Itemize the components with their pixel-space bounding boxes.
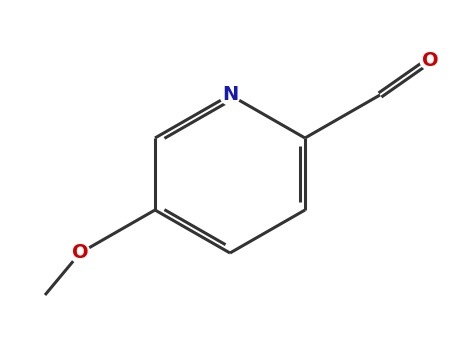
Circle shape: [70, 243, 90, 263]
Text: O: O: [422, 50, 438, 70]
Text: N: N: [222, 85, 238, 105]
Circle shape: [420, 50, 440, 70]
Text: O: O: [72, 244, 88, 262]
Circle shape: [220, 85, 240, 105]
